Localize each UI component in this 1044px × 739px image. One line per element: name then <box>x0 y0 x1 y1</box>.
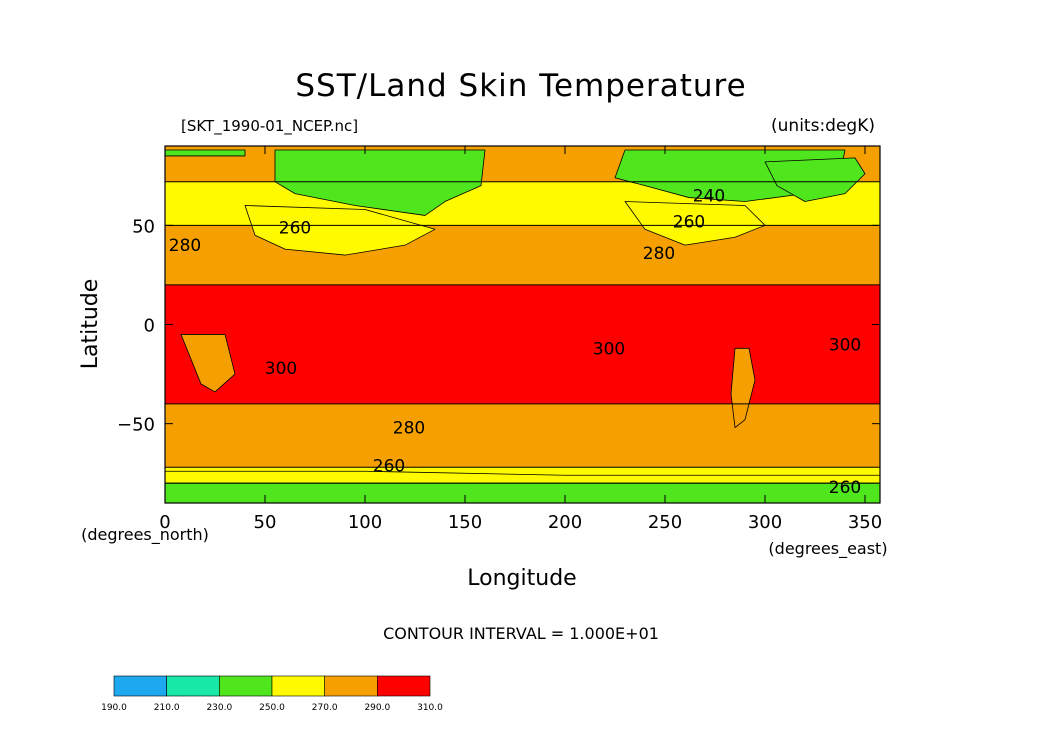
colorbar-level-label: 270.0 <box>312 703 338 713</box>
contour-interval: CONTOUR INTERVAL = 1.000E+01 <box>383 624 659 643</box>
y-axis-label: Latitude <box>78 279 103 370</box>
units-label: (units:degK) <box>771 116 875 136</box>
contour-label: 260 <box>373 456 405 476</box>
x-tick-label: 100 <box>348 512 382 533</box>
contour-label: 260 <box>279 218 311 238</box>
x-tick-label: 250 <box>648 512 682 533</box>
chart-title: SST/Land Skin Temperature <box>295 68 746 104</box>
contour-label: 300 <box>593 339 625 359</box>
temperature-band <box>165 284 880 404</box>
region-eurasia-cold <box>274 149 486 216</box>
source-label: [SKT_1990-01_NCEP.nc] <box>181 117 358 136</box>
contour-label: 280 <box>169 236 201 256</box>
region-arctic-strip <box>164 149 246 157</box>
contour-label: 300 <box>265 359 297 379</box>
region-south-america-warm <box>730 347 756 429</box>
region-north-america-cool <box>624 201 766 246</box>
x-tick-label: 150 <box>448 512 482 533</box>
x-tick-label: 300 <box>748 512 782 533</box>
colorbar-swatch <box>324 675 378 697</box>
temperature-band <box>165 483 880 503</box>
region-greenland <box>764 157 866 202</box>
colorbar-level-label: 210.0 <box>154 703 180 713</box>
y-unit-label: (degrees_north) <box>81 525 209 545</box>
colorbar-level-label: 310.0 <box>417 703 443 713</box>
colorbar-level-label: 250.0 <box>259 703 285 713</box>
contour-label: 300 <box>829 335 861 355</box>
contour-label: 280 <box>643 244 675 264</box>
contour-label: 260 <box>829 478 861 498</box>
colorbar-swatch <box>113 675 167 697</box>
region-asia-cool <box>244 205 436 256</box>
colorbar-swatch <box>271 675 325 697</box>
contour-label: 280 <box>393 419 425 439</box>
y-tick-label: −50 <box>117 415 155 436</box>
region-africa-warm <box>180 334 236 393</box>
y-tick-label: 0 <box>144 316 155 337</box>
colorbar: 190.0 210.0 230.0 250.0 270.0 290.0 310.0 <box>101 675 443 713</box>
contour-label: 240 <box>693 187 725 207</box>
colorbar-level-label: 290.0 <box>364 703 390 713</box>
plot-area: 240 260 260 280 280 300 300 300 280 260 260 0 50 100 1… <box>117 145 882 533</box>
colorbar-swatch <box>377 675 431 697</box>
colorbar-swatch <box>166 675 220 697</box>
x-tick-label: 350 <box>848 512 882 533</box>
x-axis-label: Longitude <box>467 566 576 591</box>
temperature-band <box>165 403 880 468</box>
colorbar-level-label: 230.0 <box>206 703 232 713</box>
x-tick-label: 0 <box>159 512 170 533</box>
y-tick-label: 50 <box>132 216 155 237</box>
contour-label: 260 <box>673 212 705 232</box>
x-unit-label: (degrees_east) <box>768 539 887 559</box>
x-tick-label: 200 <box>548 512 582 533</box>
x-tick-label: 50 <box>254 512 277 533</box>
colorbar-level-label: 190.0 <box>101 703 127 713</box>
colorbar-swatch <box>219 675 273 697</box>
